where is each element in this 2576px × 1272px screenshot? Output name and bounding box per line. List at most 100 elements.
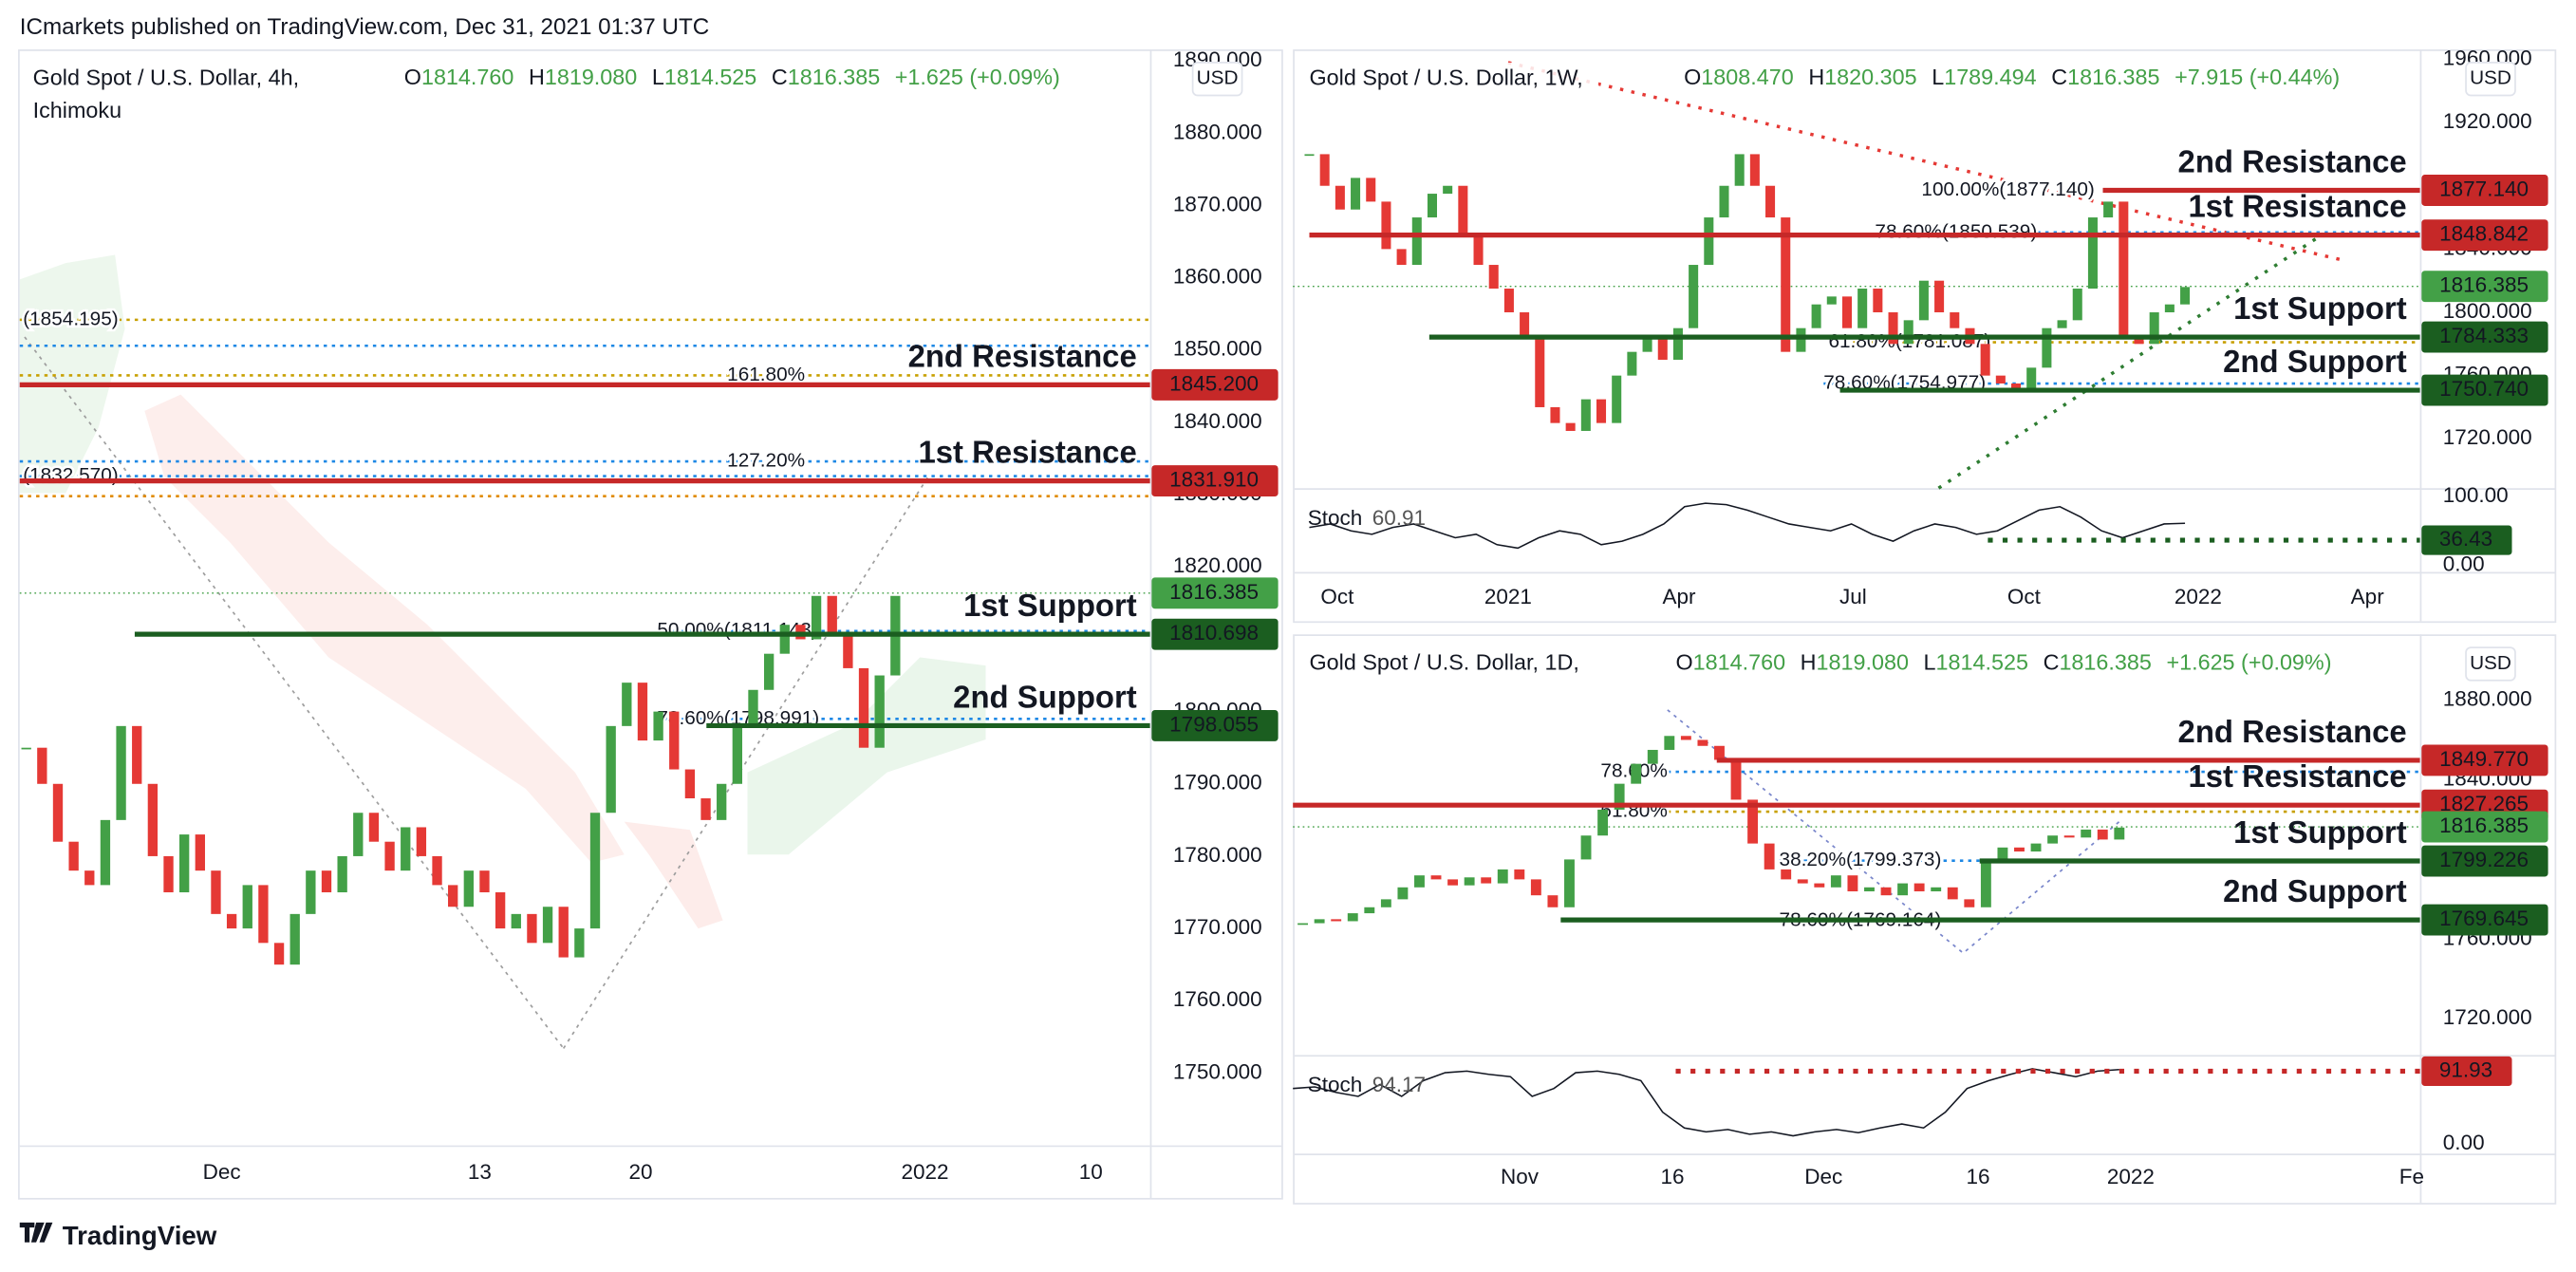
y-tick-label: 1850.000 bbox=[1173, 337, 1262, 361]
candle bbox=[811, 595, 822, 640]
indicator-name: Ichimoku bbox=[33, 98, 121, 122]
price-tag bbox=[2421, 845, 2548, 877]
price-tag-label: 1750.740 bbox=[2439, 377, 2529, 401]
x-tick-label: 2022 bbox=[2107, 1165, 2155, 1188]
candle bbox=[21, 747, 31, 750]
candle bbox=[1364, 907, 1375, 914]
chart-title: Gold Spot / U.S. Dollar, 1D, bbox=[1310, 650, 1579, 675]
candle bbox=[779, 625, 790, 654]
y-tick-label: 1840.000 bbox=[1173, 409, 1262, 433]
candle bbox=[448, 885, 458, 907]
stoch-line bbox=[1293, 1068, 2119, 1137]
stoch-name: Stoch bbox=[1308, 1073, 1363, 1096]
price-tag-label: 1816.385 bbox=[2439, 273, 2529, 297]
y-tick-label: 1880.000 bbox=[2443, 686, 2532, 710]
price-tag-label: 1848.842 bbox=[2439, 222, 2529, 246]
candle bbox=[1719, 185, 1729, 218]
candle bbox=[1814, 883, 1825, 888]
price-tag bbox=[2421, 744, 2548, 776]
candle bbox=[1704, 217, 1714, 266]
candle bbox=[116, 725, 126, 820]
x-tick-label: Nov bbox=[1501, 1165, 1540, 1188]
ohlc-key: H bbox=[1808, 65, 1824, 89]
y-tick-label: 1800.000 bbox=[2443, 299, 2532, 323]
candle bbox=[1414, 875, 1425, 888]
candle bbox=[1351, 178, 1361, 210]
candle bbox=[258, 885, 269, 944]
candle bbox=[495, 892, 506, 929]
candle bbox=[1464, 877, 1475, 886]
candle bbox=[2010, 383, 2022, 392]
x-tick-label: 16 bbox=[1966, 1165, 1989, 1188]
level-label: 1st Support bbox=[2233, 290, 2407, 326]
level-label: 1st Support bbox=[963, 588, 1137, 623]
candle bbox=[2014, 847, 2025, 852]
candle bbox=[1734, 154, 1745, 186]
price-tag bbox=[2421, 271, 2548, 303]
price-tag bbox=[1151, 577, 1279, 609]
ichimoku-cloud bbox=[624, 821, 723, 929]
price-tag bbox=[1151, 465, 1279, 497]
currency-box bbox=[2465, 62, 2516, 97]
x-tick-label: Apr bbox=[2351, 585, 2385, 608]
chart-title: Gold Spot / U.S. Dollar, 1W, bbox=[1310, 65, 1583, 89]
x-tick-label: Apr bbox=[1662, 585, 1696, 608]
candle bbox=[827, 595, 837, 632]
ohlc-value: 1814.525 bbox=[664, 65, 756, 89]
level-label: 1st Resistance bbox=[2188, 189, 2406, 224]
candle bbox=[1580, 835, 1592, 860]
candle bbox=[1564, 859, 1575, 907]
candle bbox=[589, 813, 601, 929]
ohlc-key: H bbox=[1801, 650, 1817, 675]
candle bbox=[1747, 799, 1759, 844]
x-tick-label: 2022 bbox=[901, 1160, 948, 1184]
candle bbox=[2087, 217, 2098, 290]
price-tag bbox=[2421, 811, 2548, 843]
candle bbox=[306, 870, 316, 914]
candle bbox=[321, 870, 332, 893]
price-tag bbox=[2421, 374, 2548, 406]
ohlc-value: 1808.470 bbox=[1701, 65, 1793, 89]
y-tick-label: 1720.000 bbox=[2443, 425, 2532, 449]
ohlc-key: O bbox=[404, 65, 421, 89]
ohlc-change: +1.625 (+0.09%) bbox=[2166, 650, 2331, 675]
price-tag bbox=[1151, 618, 1279, 650]
ohlc-key: C bbox=[2044, 650, 2060, 675]
chart-title: Gold Spot / U.S. Dollar, 4h, bbox=[33, 65, 299, 89]
ohlc-change: +7.915 (+0.44%) bbox=[2175, 65, 2340, 89]
candle bbox=[226, 913, 237, 929]
candle bbox=[1397, 887, 1409, 900]
candle bbox=[1366, 178, 1376, 202]
candle bbox=[1488, 265, 1499, 290]
candle bbox=[1657, 336, 1668, 360]
x-tick-label: 20 bbox=[629, 1160, 653, 1184]
ichimoku-cloud bbox=[19, 254, 125, 494]
y-tick-label: 1780.000 bbox=[1173, 843, 1262, 867]
candle bbox=[558, 907, 569, 958]
legend-bg bbox=[1302, 62, 1599, 96]
x-tick-label: 13 bbox=[468, 1160, 492, 1184]
ohlc-key: O bbox=[1684, 65, 1701, 89]
level-label: 2nd Support bbox=[953, 679, 1137, 714]
price-tag-label: 1849.770 bbox=[2439, 747, 2529, 771]
candle bbox=[337, 855, 347, 893]
footer-brand: TradingView bbox=[63, 1221, 217, 1250]
candle bbox=[1473, 233, 1484, 266]
ohlc-change: +1.625 (+0.09%) bbox=[895, 65, 1060, 89]
candle bbox=[669, 711, 680, 770]
candle bbox=[1826, 296, 1837, 305]
candle bbox=[763, 653, 775, 690]
candle bbox=[1503, 289, 1514, 313]
trend-line bbox=[1507, 61, 2342, 262]
candle bbox=[195, 834, 205, 871]
price-tag bbox=[2421, 525, 2512, 555]
candle bbox=[1730, 759, 1742, 800]
stoch-name: Stoch bbox=[1308, 506, 1363, 530]
candle bbox=[1903, 320, 1913, 345]
candle bbox=[874, 675, 885, 748]
candle bbox=[1458, 185, 1468, 234]
candle bbox=[353, 813, 364, 856]
legend-bg bbox=[1302, 647, 1599, 681]
x-tick-label: Jul bbox=[1839, 585, 1867, 608]
price-tag bbox=[2421, 1056, 2512, 1087]
